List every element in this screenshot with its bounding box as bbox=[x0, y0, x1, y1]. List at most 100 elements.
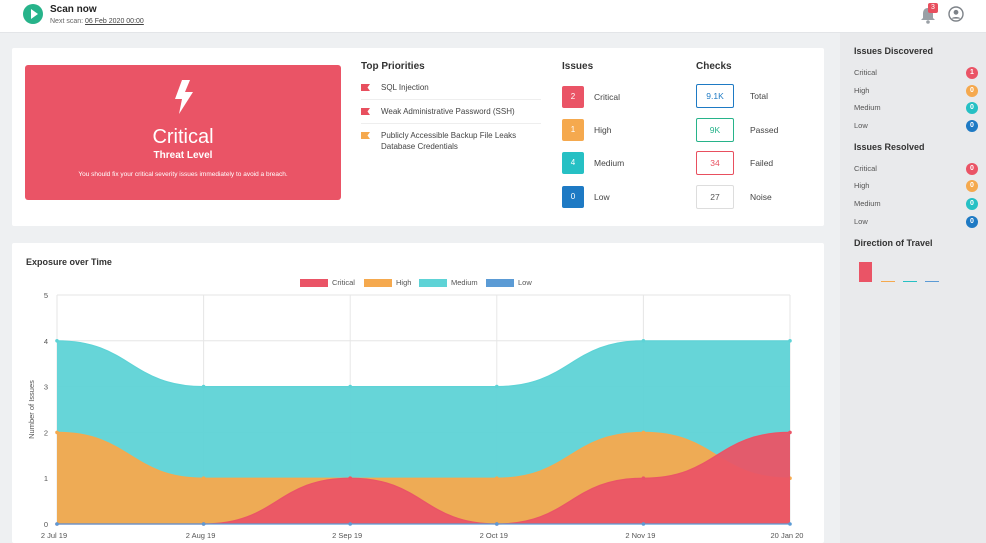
series-line-medium bbox=[56, 340, 790, 388]
x-tick-label: 2 Oct 19 bbox=[480, 531, 508, 540]
issue-row-low[interactable]: 0 Low bbox=[562, 186, 682, 208]
resolved-row-medium[interactable]: Medium 0 bbox=[854, 198, 978, 210]
lightning-bolt-icon bbox=[175, 80, 193, 114]
y-tick-label: 0 bbox=[44, 520, 48, 529]
priority-item[interactable]: SQL Injection bbox=[361, 82, 541, 100]
data-point-low bbox=[348, 522, 353, 526]
discovered-row-medium[interactable]: Medium 0 bbox=[854, 102, 978, 114]
row-label: Critical bbox=[854, 68, 877, 77]
exposure-chart-card: 0 1 2 3 4 5 2 Jul 19 2 Aug 19 2 Sep 19 2 Oct 19 2 … bbox=[12, 243, 824, 543]
legend-swatch bbox=[486, 279, 514, 287]
x-tick-label: 2 Nov 19 bbox=[625, 531, 655, 540]
top-priorities-title: Top Priorities bbox=[361, 61, 425, 72]
check-row-failed[interactable]: 34 Failed bbox=[696, 151, 816, 175]
user-account-icon[interactable] bbox=[948, 6, 964, 22]
resolved-row-critical[interactable]: Critical 0 bbox=[854, 163, 978, 175]
issues-title: Issues bbox=[562, 61, 594, 72]
check-label: Failed bbox=[750, 158, 774, 168]
count-dot: 0 bbox=[966, 198, 978, 210]
check-row-total[interactable]: 9.1K Total bbox=[696, 84, 816, 108]
row-label: Critical bbox=[854, 164, 877, 173]
threat-level-panel: Critical Threat Level You should fix you… bbox=[25, 65, 341, 200]
issue-count-badge: 2 bbox=[562, 86, 584, 108]
check-label: Total bbox=[750, 91, 768, 101]
resolved-row-high[interactable]: High 0 bbox=[854, 180, 978, 192]
legend-label: High bbox=[396, 278, 412, 287]
legend-label: Critical bbox=[332, 278, 355, 287]
threat-level-label: Threat Level bbox=[153, 150, 213, 161]
y-tick-label: 2 bbox=[44, 428, 48, 437]
data-point-critical bbox=[641, 476, 646, 480]
data-point-critical bbox=[348, 476, 353, 480]
discovered-row-high[interactable]: High 0 bbox=[854, 85, 978, 97]
data-point-high bbox=[201, 476, 206, 480]
count-dot: 0 bbox=[966, 163, 978, 175]
check-label: Noise bbox=[750, 192, 772, 202]
checks-title: Checks bbox=[696, 61, 732, 72]
discovered-row-critical[interactable]: Critical 1 bbox=[854, 67, 978, 79]
next-scan-date-link[interactable]: 06 Feb 2020 00:00 bbox=[85, 18, 144, 25]
issue-label: Low bbox=[594, 192, 610, 202]
flag-icon bbox=[361, 108, 370, 115]
x-tick-label: 2 Aug 19 bbox=[186, 531, 216, 540]
data-point-high bbox=[495, 476, 499, 480]
discovered-row-low[interactable]: Low 0 bbox=[854, 120, 978, 132]
check-value-box: 27 bbox=[696, 185, 734, 209]
direction-bar bbox=[881, 281, 895, 282]
data-point-low bbox=[201, 522, 206, 526]
top-bar: Scan now Next scan: 06 Feb 2020 00:00 3 bbox=[0, 0, 986, 33]
threat-message: You should fix your critical severity is… bbox=[78, 171, 288, 178]
count-dot: 1 bbox=[966, 67, 978, 79]
direction-bar bbox=[859, 262, 872, 282]
next-scan-info: Next scan: 06 Feb 2020 00:00 bbox=[50, 18, 144, 25]
y-tick-label: 1 bbox=[44, 474, 48, 483]
data-point-low bbox=[641, 522, 646, 526]
count-dot: 0 bbox=[966, 120, 978, 132]
row-label: High bbox=[854, 181, 870, 190]
check-row-passed[interactable]: 9K Passed bbox=[696, 118, 816, 142]
exposure-chart: 0 1 2 3 4 5 2 Jul 19 2 Aug 19 2 Sep 19 2 Oct 19 2 … bbox=[27, 291, 804, 540]
scan-now-play-icon[interactable] bbox=[23, 4, 43, 24]
data-point-low bbox=[788, 522, 792, 526]
data-point-medium bbox=[348, 384, 353, 389]
x-tick-label: 2 Jul 19 bbox=[41, 531, 67, 540]
series-line-high bbox=[56, 431, 791, 479]
issue-row-critical[interactable]: 2 Critical bbox=[562, 86, 682, 108]
chart-title: Exposure over Time bbox=[26, 257, 112, 267]
issue-row-high[interactable]: 1 High bbox=[562, 119, 682, 141]
check-value-box: 9.1K bbox=[696, 84, 734, 108]
priority-item[interactable]: Publicly Accessible Backup File Leaks Da… bbox=[361, 130, 541, 158]
row-label: Low bbox=[854, 121, 868, 130]
direction-bar bbox=[925, 281, 939, 282]
priority-label: Publicly Accessible Backup File Leaks Da… bbox=[381, 131, 517, 151]
flag-icon bbox=[361, 84, 370, 91]
direction-of-travel-title: Direction of Travel bbox=[854, 238, 933, 248]
count-dot: 0 bbox=[966, 85, 978, 97]
data-point-low bbox=[55, 522, 59, 526]
resolved-row-low[interactable]: Low 0 bbox=[854, 216, 978, 228]
notification-badge: 3 bbox=[928, 3, 938, 13]
data-point-low bbox=[495, 522, 499, 526]
data-point-critical bbox=[788, 430, 792, 435]
issue-row-medium[interactable]: 4 Medium bbox=[562, 152, 682, 174]
priority-item[interactable]: Weak Administrative Password (SSH) bbox=[361, 106, 541, 124]
priority-label: SQL Injection bbox=[381, 83, 429, 92]
y-tick-label: 4 bbox=[44, 337, 48, 346]
issue-label: High bbox=[594, 125, 612, 135]
check-row-noise[interactable]: 27 Noise bbox=[696, 185, 816, 209]
issues-resolved-title: Issues Resolved bbox=[854, 142, 925, 152]
summary-card: Critical Threat Level You should fix you… bbox=[12, 48, 824, 226]
right-panel: Issues Discovered Critical 1 High 0 Medi… bbox=[840, 33, 986, 543]
scan-now-button[interactable]: Scan now bbox=[50, 4, 97, 15]
data-point-medium bbox=[641, 339, 646, 343]
legend-label: Medium bbox=[451, 278, 478, 287]
issue-count-badge: 4 bbox=[562, 152, 584, 174]
data-point-medium bbox=[788, 339, 792, 343]
check-value-box: 34 bbox=[696, 151, 734, 175]
data-point-medium bbox=[201, 384, 206, 389]
x-tick-label: 20 Jan 20 bbox=[771, 531, 804, 540]
legend-label: Low bbox=[518, 278, 532, 287]
data-point-high bbox=[55, 430, 59, 435]
legend-swatch bbox=[364, 279, 392, 287]
threat-level-value: Critical bbox=[152, 126, 214, 148]
